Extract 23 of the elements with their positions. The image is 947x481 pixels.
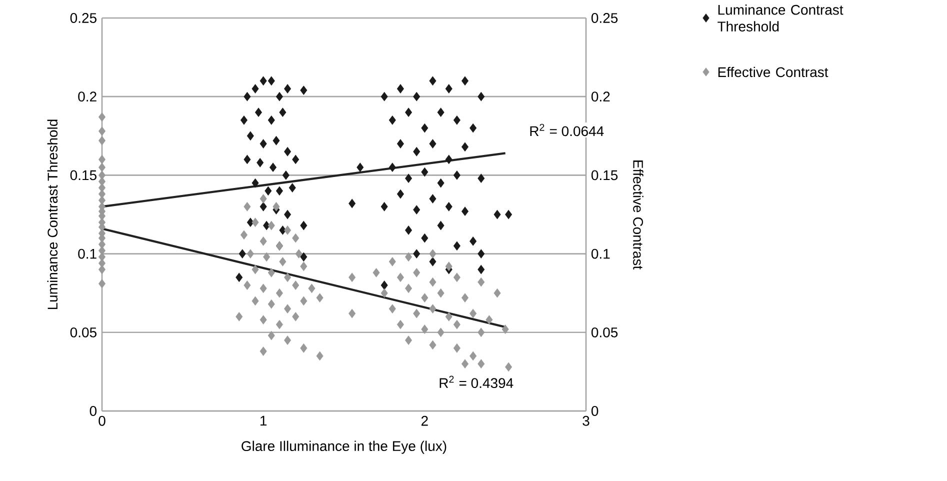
y-tick-label: 0.05 bbox=[70, 327, 96, 338]
legend-label: Effective Contrast bbox=[718, 66, 828, 78]
legend-label: Luminance Contrast Threshold bbox=[718, 4, 844, 32]
y2-tick-label: 0.25 bbox=[591, 13, 618, 23]
x-tick-label: 2 bbox=[421, 416, 428, 426]
x-tick-label: 3 bbox=[582, 416, 590, 426]
x-tick-label: 0 bbox=[98, 416, 106, 426]
y-tick-label: 0.1 bbox=[78, 248, 96, 259]
x-tick-label: 1 bbox=[260, 416, 267, 426]
y-axis-title: Luminance Contrast Threshold bbox=[47, 120, 58, 310]
x-axis-title: Glare Illuminance in the Eye (lux) bbox=[242, 440, 446, 454]
y2-tick-label: 0.05 bbox=[591, 327, 618, 338]
annotation: R$^{2}$ = 0.4394 bbox=[440, 376, 514, 388]
y-tick-label: 0.15 bbox=[70, 170, 96, 180]
annotation: R$^{2}$ = 0.0644 bbox=[530, 124, 604, 136]
y-tick-label: 0.2 bbox=[78, 92, 96, 102]
y-tick-label: 0.25 bbox=[70, 13, 96, 23]
y2-tick-label: 0 bbox=[591, 406, 598, 416]
y2-axis-title: Effective Contrast bbox=[633, 160, 644, 270]
y2-tick-label: 0.15 bbox=[591, 170, 618, 180]
y2-tick-label: 0.2 bbox=[591, 92, 610, 102]
y2-tick-label: 0.1 bbox=[591, 248, 610, 259]
y-tick-label: 0 bbox=[90, 406, 97, 416]
